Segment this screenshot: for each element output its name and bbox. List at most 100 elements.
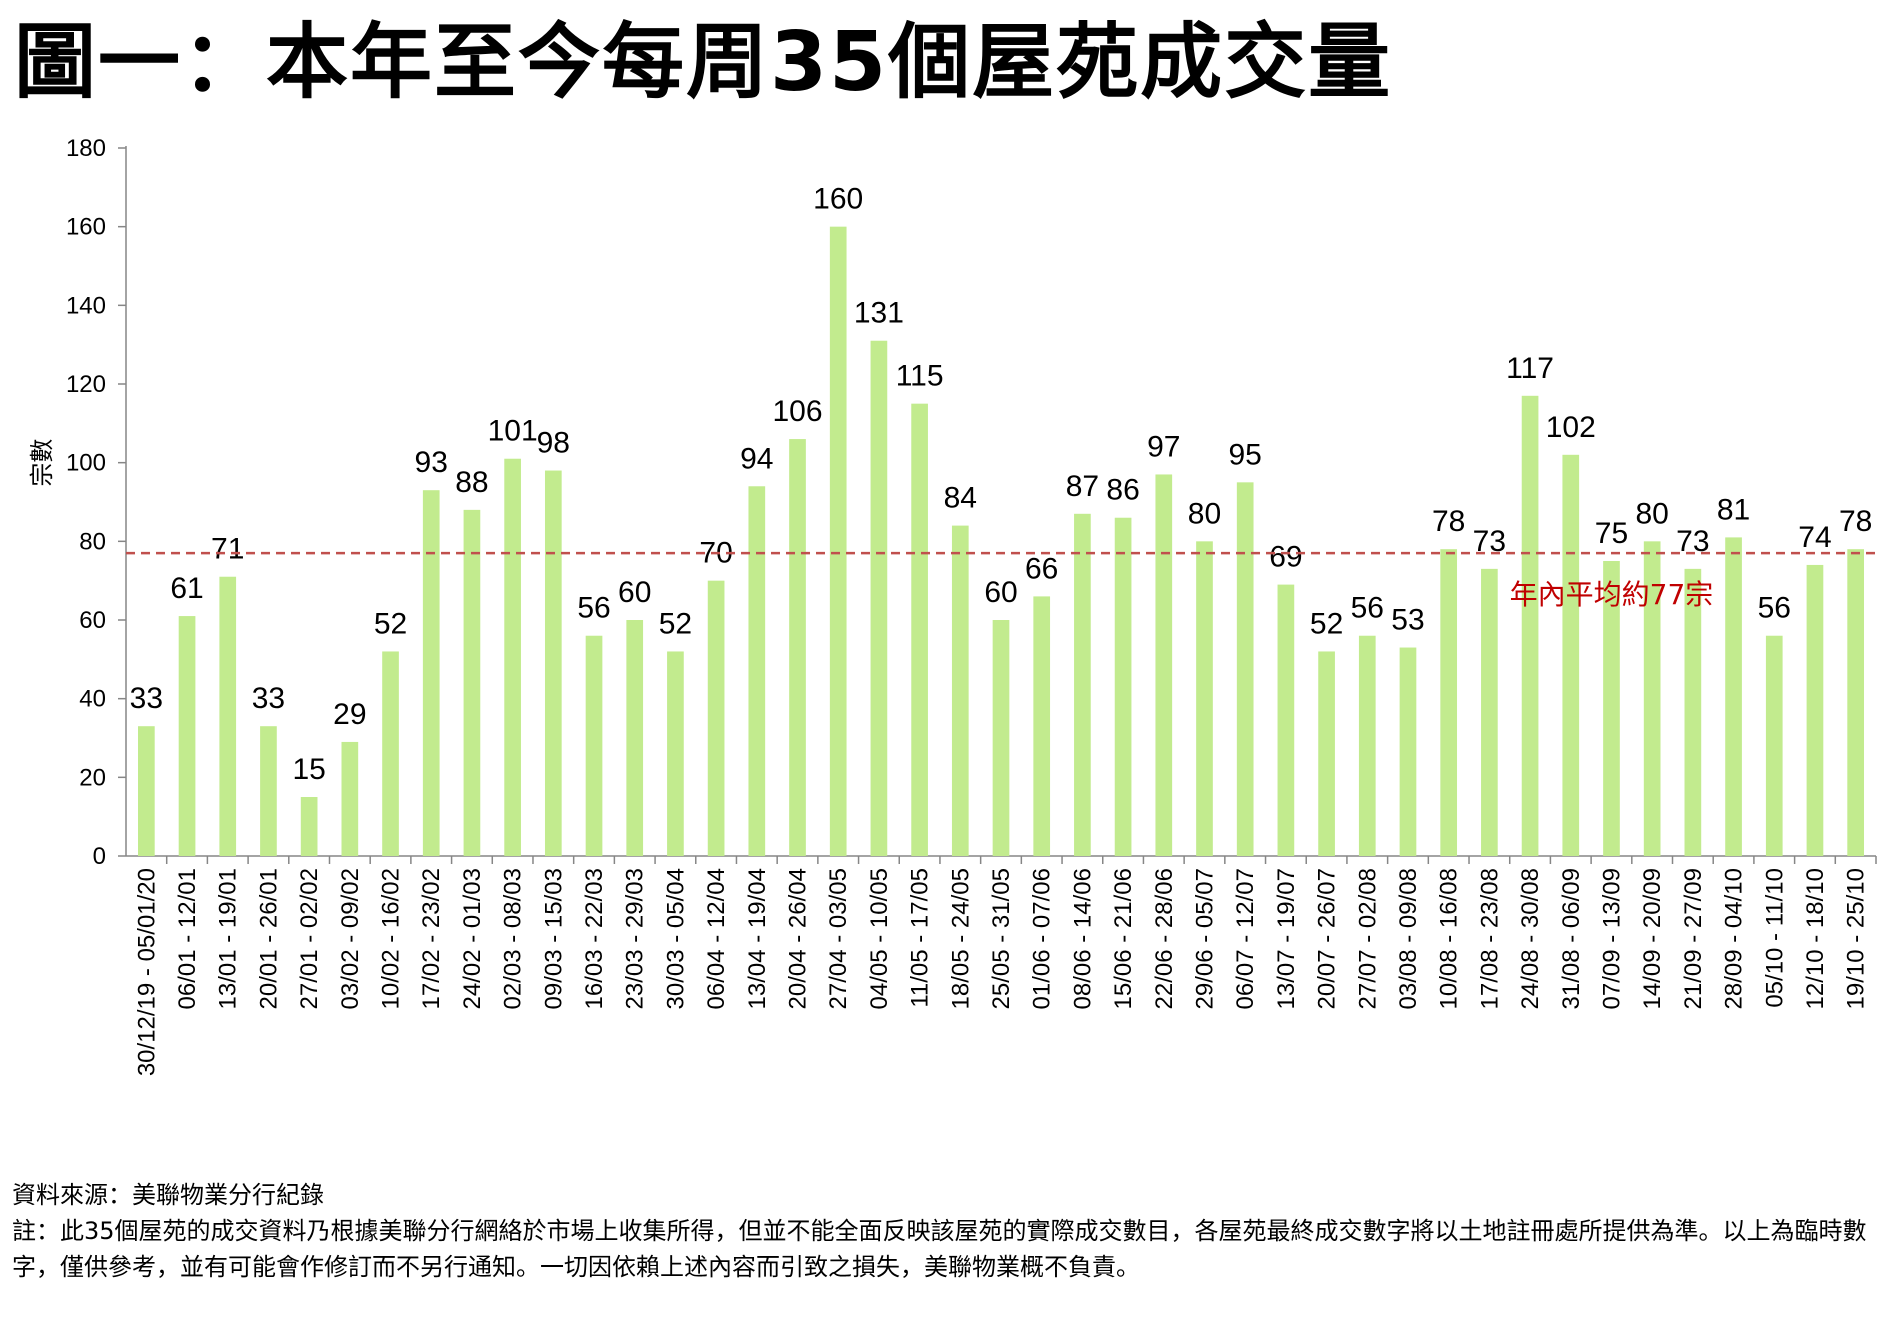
- data-label: 160: [813, 183, 863, 216]
- bar: [1155, 474, 1173, 856]
- bar: [1806, 564, 1824, 856]
- data-label: 78: [1432, 505, 1465, 538]
- bar: [829, 226, 847, 856]
- x-tick-label: 30/03 - 05/04: [662, 868, 689, 1009]
- source-note: 資料來源：美聯物業分行紀錄: [12, 1181, 324, 1209]
- data-label: 52: [1310, 607, 1343, 640]
- bar: [1521, 395, 1539, 856]
- data-label: 56: [1351, 592, 1384, 625]
- x-tick-label: 16/03 - 22/03: [581, 868, 608, 1009]
- x-tick-label: 17/08 - 23/08: [1476, 868, 1503, 1009]
- x-tick-label: 30/12/19 - 05/01/20: [133, 868, 160, 1076]
- data-label: 33: [130, 682, 163, 715]
- x-tick-label: 01/06 - 07/06: [1029, 868, 1056, 1009]
- bar: [626, 620, 644, 856]
- bar: [870, 340, 888, 856]
- data-label: 86: [1106, 474, 1139, 507]
- disclaimer-note: 註：此35個屋苑的成交資料乃根據美聯分行網絡於市場上收集所得，但並不能全面反映該…: [12, 1217, 1867, 1281]
- y-tick-label: 180: [66, 135, 106, 162]
- y-axis-label: 宗數: [28, 439, 56, 487]
- y-tick-label: 100: [66, 450, 106, 477]
- bar: [138, 726, 155, 856]
- bar: [178, 616, 196, 856]
- bar: [748, 486, 766, 856]
- y-tick-label: 140: [66, 292, 106, 319]
- average-label: 年內平均約77宗: [1510, 578, 1714, 611]
- x-tick-label: 27/07 - 02/08: [1354, 868, 1381, 1009]
- x-tick-label: 12/10 - 18/10: [1802, 868, 1829, 1009]
- x-tick-label: 20/04 - 26/04: [785, 868, 812, 1009]
- bar: [1847, 549, 1864, 856]
- data-label: 78: [1839, 505, 1872, 538]
- data-label: 80: [1188, 497, 1221, 530]
- x-tick-label: 29/06 - 05/07: [1191, 868, 1218, 1009]
- bar-chart: 0 20 40 60 80 100 120 140 160 180 宗數 33 30/12/19 - 0…: [28, 135, 1877, 1076]
- x-tick-label: 09/03 - 15/03: [540, 868, 567, 1009]
- x-tick-label: 21/09 - 27/09: [1680, 868, 1707, 1009]
- data-label: 94: [740, 442, 773, 475]
- y-tick-label: 0: [93, 843, 106, 870]
- data-label: 81: [1717, 493, 1750, 526]
- bar: [260, 726, 277, 856]
- data-label: 75: [1595, 517, 1628, 550]
- x-tick-label: 02/03 - 08/03: [500, 868, 527, 1009]
- page-title: 圖一：本年至今每周35個屋苑成交量: [14, 15, 1393, 110]
- x-tick-label: 13/07 - 19/07: [1273, 868, 1300, 1009]
- data-label: 56: [577, 592, 610, 625]
- bar: [911, 403, 928, 856]
- bar: [667, 651, 684, 856]
- x-tick-label: 23/03 - 29/03: [622, 868, 649, 1009]
- x-tick-label: 22/06 - 28/06: [1151, 868, 1178, 1009]
- x-tick-label: 04/05 - 10/05: [866, 868, 893, 1009]
- data-label: 66: [1025, 552, 1058, 585]
- data-label: 131: [854, 297, 904, 330]
- x-tick-label: 19/10 - 25/10: [1843, 868, 1870, 1009]
- y-tick-label: 120: [66, 371, 106, 398]
- bar: [1196, 541, 1213, 856]
- data-label: 80: [1635, 497, 1668, 530]
- data-label: 52: [659, 607, 692, 640]
- bar: [1643, 541, 1661, 856]
- bar: [422, 490, 440, 856]
- x-tick-label: 03/08 - 09/08: [1395, 868, 1422, 1009]
- bar: [1481, 568, 1498, 856]
- data-label: 56: [1758, 592, 1791, 625]
- data-label: 97: [1147, 430, 1180, 463]
- data-label: 87: [1066, 470, 1099, 503]
- data-label: 29: [333, 698, 366, 731]
- bar: [1114, 517, 1132, 856]
- footer: 資料來源：美聯物業分行紀錄 註：此35個屋苑的成交資料乃根據美聯分行網絡於市場上…: [12, 1177, 1872, 1285]
- x-tick-label: 13/01 - 19/01: [215, 868, 242, 1009]
- x-tick-label: 24/08 - 30/08: [1517, 868, 1544, 1009]
- x-tick-label: 06/07 - 12/07: [1232, 868, 1259, 1009]
- y-tick-label: 20: [79, 764, 106, 791]
- data-label: 52: [374, 607, 407, 640]
- data-label: 88: [455, 466, 488, 499]
- data-label: 71: [211, 533, 244, 566]
- bar: [544, 470, 562, 856]
- x-tick-label: 27/04 - 03/05: [825, 868, 852, 1009]
- y-tick-label: 80: [79, 528, 106, 555]
- data-label: 95: [1228, 438, 1261, 471]
- bar: [951, 525, 969, 856]
- bar: [1236, 482, 1254, 856]
- bar: [1603, 561, 1620, 856]
- data-label: 53: [1391, 604, 1424, 637]
- data-label: 101: [488, 415, 538, 448]
- bar: [1440, 549, 1458, 856]
- bar: [504, 458, 521, 856]
- x-tick-label: 11/05 - 17/05: [907, 868, 934, 1008]
- bar: [1033, 596, 1051, 856]
- x-tick-label: 24/02 - 01/03: [459, 868, 486, 1009]
- y-tick-label: 60: [79, 607, 106, 634]
- data-label: 102: [1546, 411, 1596, 444]
- x-tick-label: 14/09 - 20/09: [1639, 868, 1666, 1009]
- x-tick-label: 28/09 - 04/10: [1721, 868, 1748, 1009]
- x-tick-label: 06/04 - 12/04: [703, 868, 730, 1009]
- data-label: 69: [1269, 541, 1302, 574]
- data-label: 74: [1798, 521, 1831, 554]
- data-label: 98: [537, 427, 570, 460]
- y-tick-label: 160: [66, 214, 106, 241]
- x-tick-label: 15/06 - 21/06: [1110, 868, 1137, 1009]
- x-tick-label: 10/02 - 16/02: [378, 868, 405, 1009]
